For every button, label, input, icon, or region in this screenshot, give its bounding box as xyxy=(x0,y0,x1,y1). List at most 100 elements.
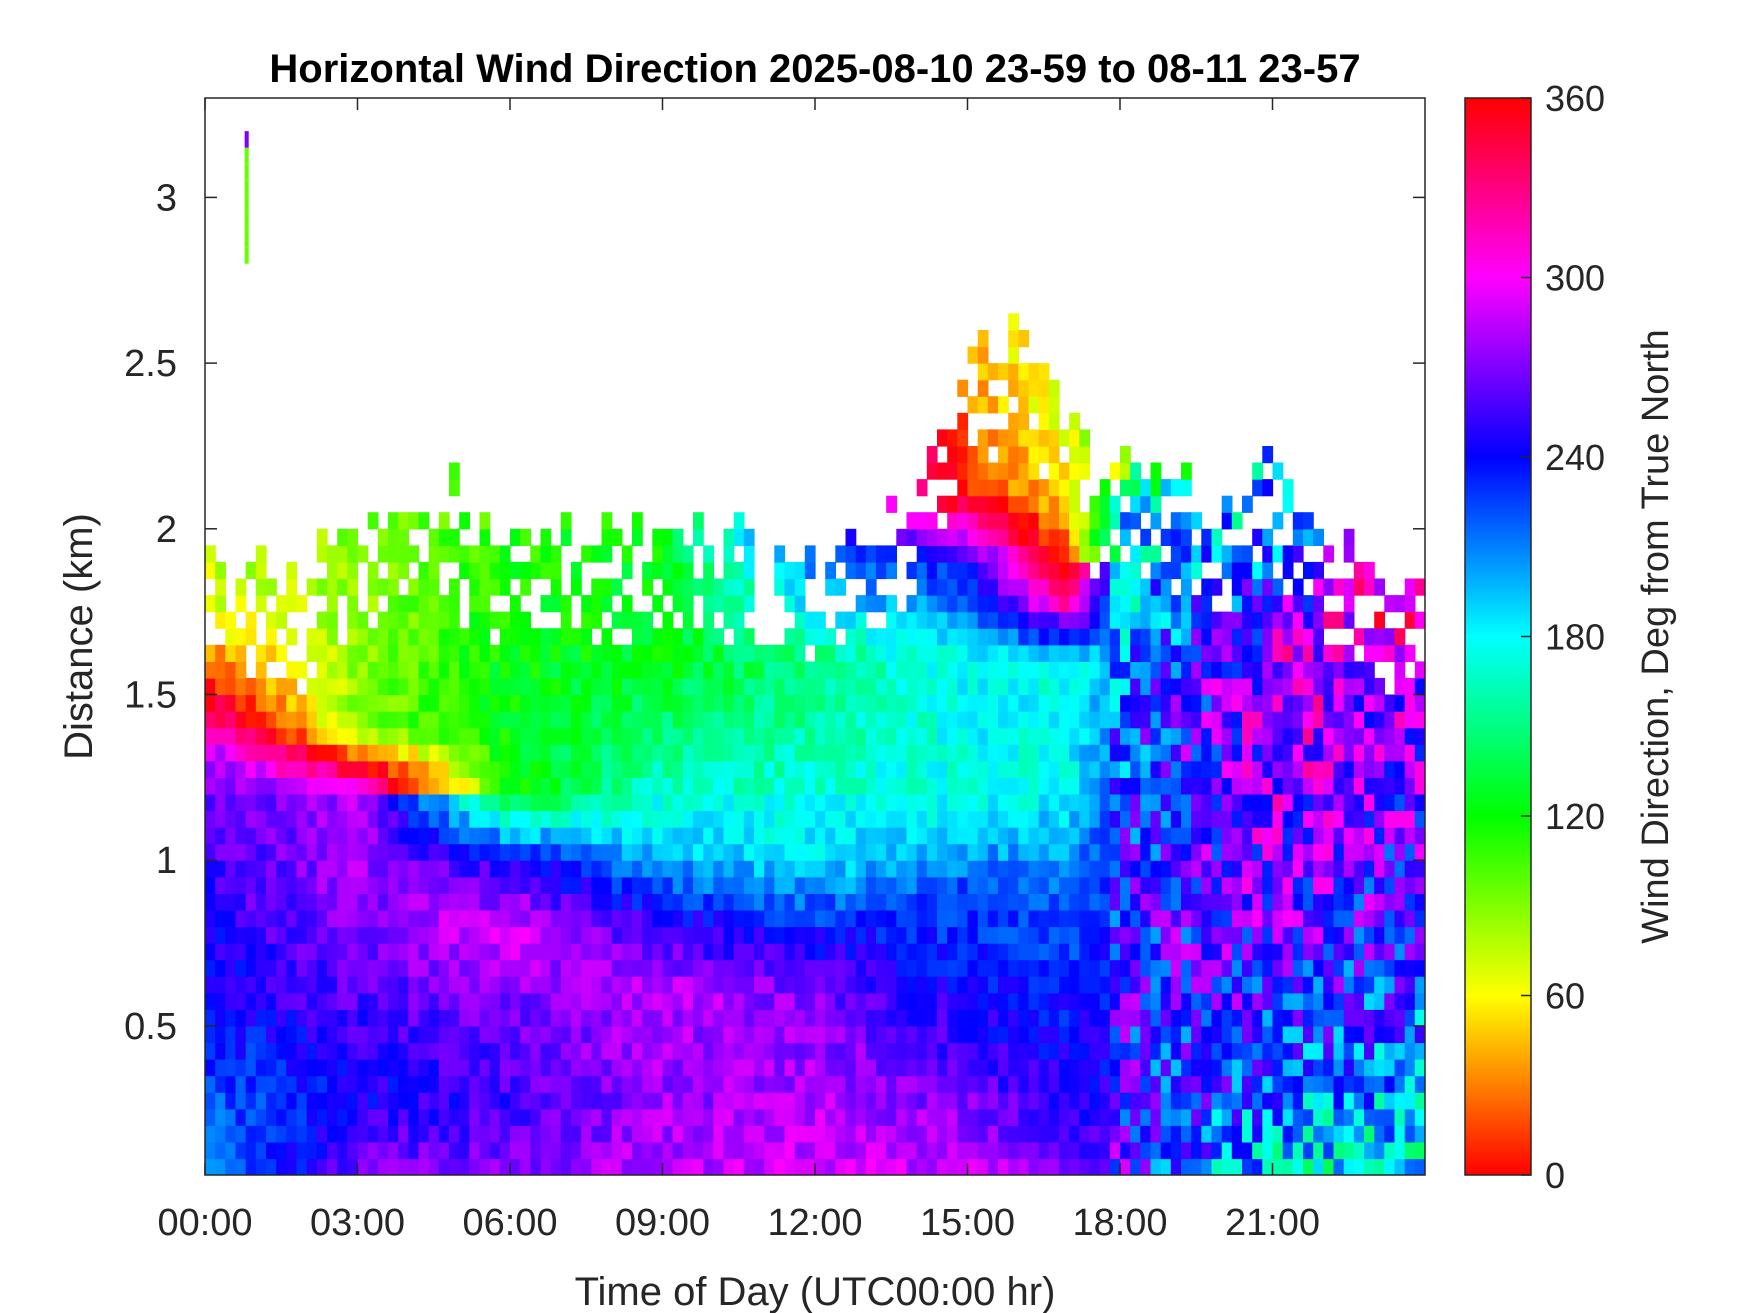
heatmap-cell xyxy=(1313,694,1324,712)
heatmap-cell xyxy=(469,1092,481,1110)
heatmap-cell xyxy=(1282,744,1294,762)
heatmap-cell xyxy=(916,893,928,911)
heatmap-cell xyxy=(611,744,623,762)
heatmap-cell xyxy=(1404,1092,1416,1110)
heatmap-cell xyxy=(693,1025,704,1044)
heatmap-cell xyxy=(1272,595,1284,613)
heatmap-cell xyxy=(1323,644,1335,662)
heatmap-cell xyxy=(1353,1042,1365,1060)
heatmap-cell xyxy=(1038,1141,1050,1160)
heatmap-cell xyxy=(703,545,714,563)
heatmap-cell xyxy=(1364,760,1375,778)
heatmap-cell xyxy=(540,694,552,712)
heatmap-cell xyxy=(947,644,958,662)
heatmap-cell xyxy=(611,793,623,812)
heatmap-cell xyxy=(784,893,796,911)
heatmap-cell xyxy=(1404,860,1416,878)
heatmap-cell xyxy=(449,943,460,961)
heatmap-cell xyxy=(1343,661,1355,679)
heatmap-cell xyxy=(733,860,745,878)
heatmap-cell xyxy=(1221,711,1233,729)
heatmap-cell xyxy=(1048,876,1060,894)
heatmap-cell xyxy=(733,760,745,778)
heatmap-cell xyxy=(977,462,989,480)
heatmap-cell xyxy=(489,677,501,696)
heatmap-cell xyxy=(1008,1092,1019,1110)
heatmap-cell xyxy=(398,1141,409,1160)
heatmap-cell xyxy=(1404,976,1416,994)
heatmap-cell xyxy=(754,992,765,1010)
heatmap-cell xyxy=(571,909,582,928)
heatmap-cell xyxy=(977,860,989,878)
heatmap-cell xyxy=(1170,661,1182,679)
heatmap-cell xyxy=(1333,926,1345,944)
heatmap-cell xyxy=(1099,1108,1111,1126)
heatmap-cell xyxy=(1099,909,1111,928)
heatmap-cell xyxy=(967,545,979,563)
heatmap-cell xyxy=(652,943,664,961)
heatmap-cell xyxy=(459,744,470,762)
heatmap-cell xyxy=(601,644,613,662)
heatmap-cell xyxy=(1282,561,1294,580)
heatmap-cell xyxy=(1170,793,1182,812)
heatmap-cell xyxy=(581,644,592,662)
heatmap-cell xyxy=(926,1009,938,1027)
heatmap-cell xyxy=(591,876,603,894)
heatmap-cell xyxy=(652,711,664,729)
heatmap-cell xyxy=(1384,1108,1396,1126)
heatmap-cell xyxy=(937,1009,948,1027)
heatmap-cell xyxy=(1414,860,1425,878)
heatmap-cell xyxy=(1059,1125,1070,1143)
heatmap-cell xyxy=(367,1059,379,1077)
heatmap-cell xyxy=(947,512,958,530)
heatmap-cell xyxy=(774,578,786,596)
heatmap-cell xyxy=(469,1025,481,1044)
heatmap-cell xyxy=(998,528,1009,546)
heatmap-cell xyxy=(693,827,704,845)
heatmap-cell xyxy=(1303,677,1314,696)
heatmap-cell xyxy=(1008,595,1019,613)
heatmap-cell xyxy=(926,943,938,961)
heatmap-cell xyxy=(1120,611,1131,629)
heatmap-cell xyxy=(611,1025,623,1044)
heatmap-cell xyxy=(1170,677,1182,696)
heatmap-cell xyxy=(266,1059,277,1077)
heatmap-cell xyxy=(286,1125,298,1143)
heatmap-cell xyxy=(876,711,887,729)
heatmap-cell xyxy=(632,959,643,977)
heatmap-cell xyxy=(764,661,775,679)
heatmap-cell xyxy=(967,860,979,878)
heatmap-cell xyxy=(1079,578,1091,596)
heatmap-cell xyxy=(1130,926,1141,944)
heatmap-cell xyxy=(367,512,379,530)
heatmap-cell xyxy=(1374,644,1385,662)
heatmap-cell xyxy=(408,711,420,729)
heatmap-cell xyxy=(510,777,521,795)
heatmap-cell xyxy=(642,943,653,961)
heatmap-cell xyxy=(1404,943,1416,961)
heatmap-cell xyxy=(947,446,958,464)
heatmap-cell xyxy=(764,1059,775,1077)
heatmap-cell xyxy=(1130,545,1141,563)
heatmap-cell xyxy=(998,644,1009,662)
heatmap-cell xyxy=(520,1141,531,1160)
heatmap-cell xyxy=(642,1042,653,1060)
heatmap-cell xyxy=(1323,1125,1335,1143)
heatmap-cell xyxy=(377,1141,389,1160)
heatmap-cell xyxy=(1384,909,1396,928)
heatmap-cell xyxy=(621,827,633,845)
heatmap-cell xyxy=(408,1092,420,1110)
heatmap-cell xyxy=(1048,396,1060,414)
heatmap-cell xyxy=(571,1092,582,1110)
heatmap-cell xyxy=(1028,628,1040,646)
heatmap-cell xyxy=(1384,959,1396,977)
heatmap-cell xyxy=(388,876,399,894)
heatmap-cell xyxy=(1394,628,1406,646)
heatmap-cell xyxy=(845,1042,857,1060)
heatmap-cell xyxy=(947,876,958,894)
heatmap-cell xyxy=(1018,992,1030,1010)
heatmap-cell xyxy=(906,1025,918,1044)
heatmap-cell xyxy=(886,1025,897,1044)
heatmap-cell xyxy=(733,1075,745,1093)
heatmap-cell xyxy=(1231,611,1243,629)
